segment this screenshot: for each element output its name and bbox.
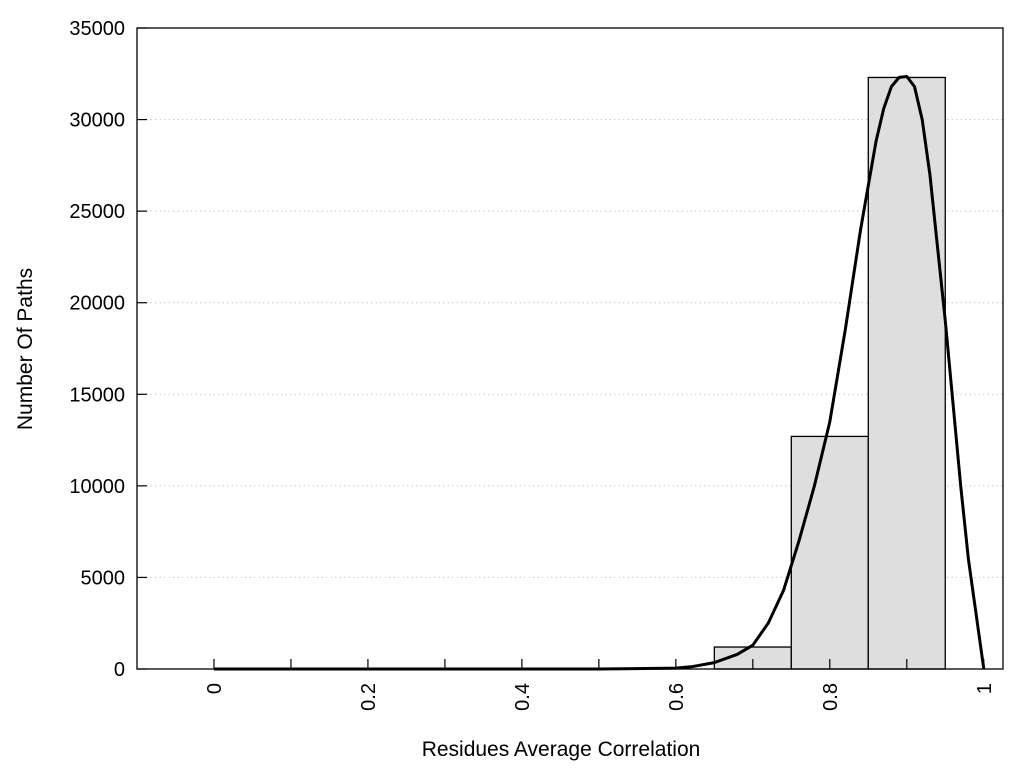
x-tick-label: 0.2 [358, 683, 380, 711]
x-tick-label: 0.8 [820, 683, 842, 711]
bars [713, 76, 946, 670]
x-tick-label: 0.6 [666, 683, 688, 711]
y-tick-label: 15000 [69, 384, 125, 406]
y-tick-label: 5000 [81, 567, 126, 589]
x-tick-label: 0.4 [512, 683, 534, 711]
y-axis-title: Number Of Paths [14, 268, 37, 430]
plot-frame [136, 27, 1004, 670]
y-tick-label: 20000 [69, 293, 125, 315]
gridlines [137, 119, 1003, 578]
histogram-bar [790, 435, 869, 670]
y-tick-label: 10000 [69, 476, 125, 498]
x-tick-label: 1 [974, 683, 996, 694]
x-axis: 0 0.2 0.4 0.6 0.8 1 [204, 659, 996, 711]
y-tick-label: 30000 [69, 110, 125, 132]
y-tick-label: 35000 [69, 18, 125, 40]
y-axis: 0 5000 10000 15000 20000 25000 30000 35000 [69, 18, 147, 681]
y-tick-label: 0 [114, 659, 125, 681]
y-tick-label: 25000 [69, 201, 125, 223]
x-axis-title: Residues Average Correlation [422, 738, 701, 761]
x-tick-label: 0 [204, 683, 226, 694]
histogram-bar [867, 76, 946, 670]
